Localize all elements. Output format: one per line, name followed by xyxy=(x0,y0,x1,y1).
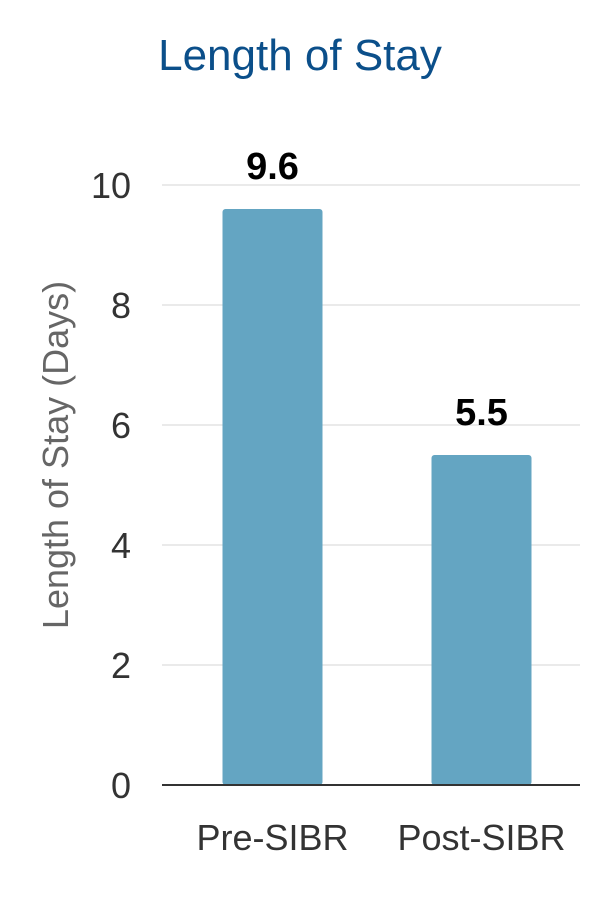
x-tick-label-post-sibr: Post-SIBR xyxy=(397,817,565,858)
y-tick-label: 8 xyxy=(111,285,131,326)
y-tick-label: 10 xyxy=(91,165,131,206)
y-tick-label: 6 xyxy=(111,405,131,446)
y-tick-label: 0 xyxy=(111,765,131,806)
y-axis-label: Length of Stay (Days) xyxy=(35,281,76,629)
bars xyxy=(222,209,532,785)
x-tick-labels: Pre-SIBR Post-SIBR xyxy=(196,817,565,858)
y-tick-labels: 0 2 4 6 8 10 xyxy=(91,165,131,806)
data-label-pre-sibr: 9.6 xyxy=(246,146,299,188)
x-tick-label-pre-sibr: Pre-SIBR xyxy=(196,817,348,858)
bar-post-sibr xyxy=(431,455,532,785)
y-tick-label: 4 xyxy=(111,525,131,566)
y-tick-label: 2 xyxy=(111,645,131,686)
bar-pre-sibr xyxy=(222,209,323,785)
chart-title: Length of Stay xyxy=(158,31,442,80)
data-labels: 9.6 5.5 xyxy=(246,146,508,434)
data-label-post-sibr: 5.5 xyxy=(455,392,508,434)
